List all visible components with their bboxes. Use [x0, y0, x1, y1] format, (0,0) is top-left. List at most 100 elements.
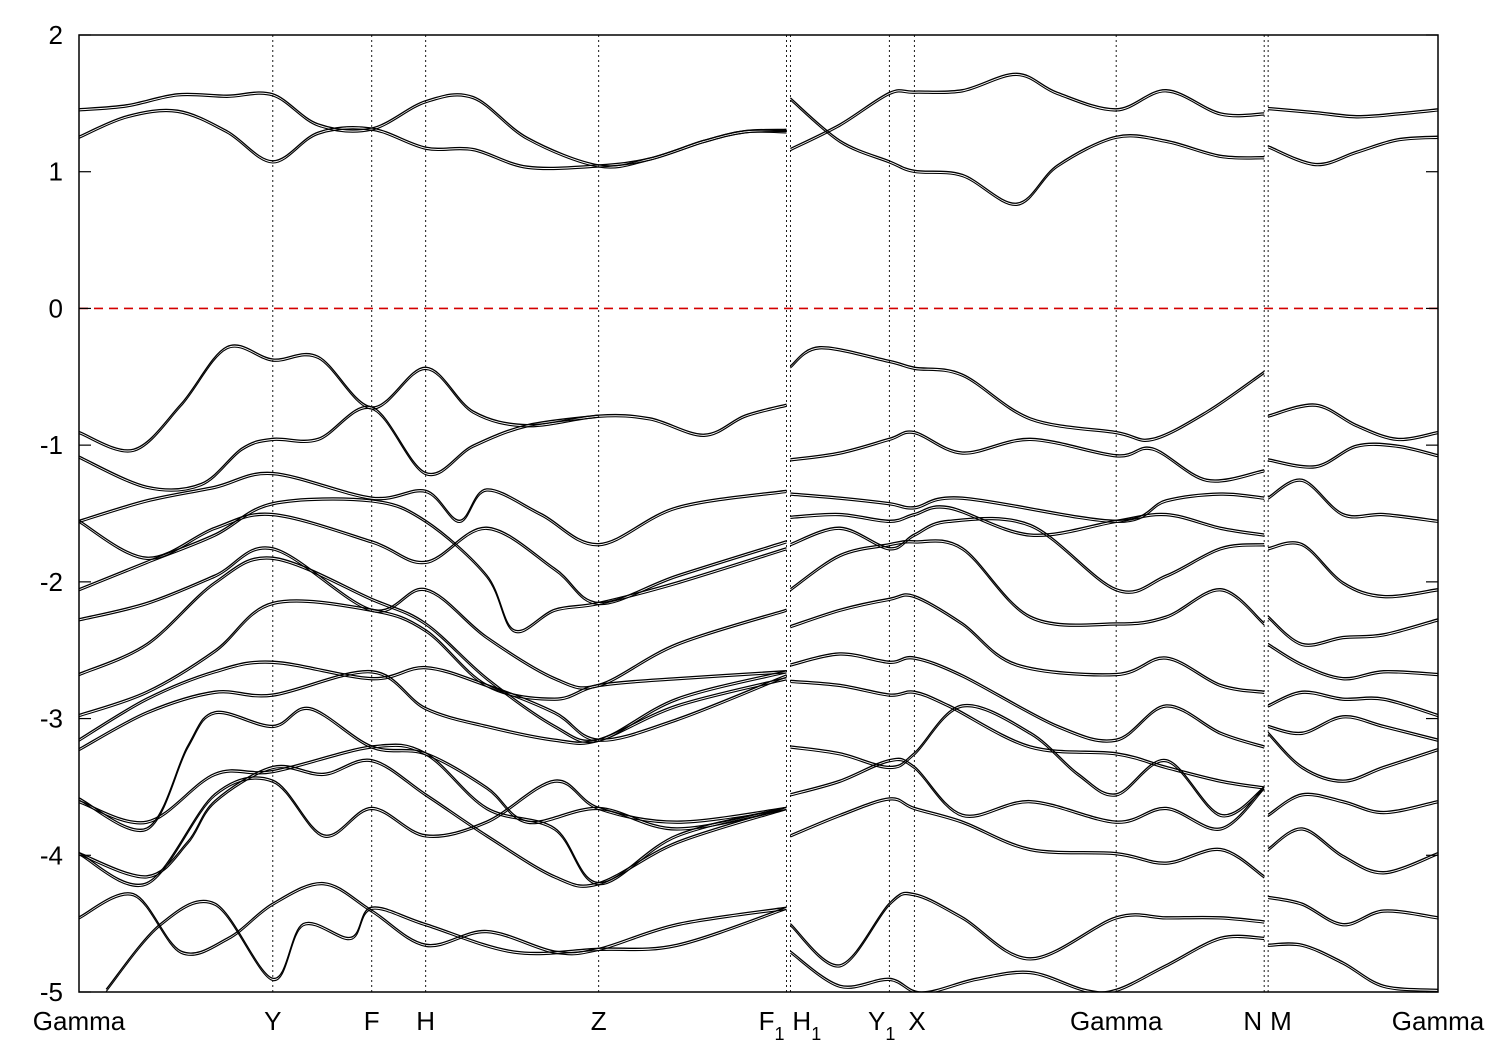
band-line-split [1268, 109, 1438, 119]
y-tick-label: 0 [49, 293, 63, 323]
band-line [790, 505, 1265, 535]
band-line-split [790, 519, 1265, 594]
band-line-split [79, 407, 599, 492]
band-series-layer [79, 72, 1438, 992]
band-line [790, 797, 1265, 877]
band-line [1267, 731, 1438, 781]
band-line-split [79, 884, 787, 956]
band-line-split [790, 654, 1265, 749]
band-line-split [790, 759, 1265, 831]
band-line [79, 471, 787, 545]
x-tick-layer: Gamma Y F H Z F1 H1 Y1 X Gamma N M Gamma [33, 1006, 1485, 1044]
band-line-split [79, 709, 787, 833]
band-line-split [79, 111, 787, 171]
plot-frame [78, 34, 1439, 993]
band-line [79, 881, 787, 954]
band-line-split [1268, 444, 1438, 469]
band-line-split [79, 548, 787, 690]
y-tick-label: -5 [40, 977, 63, 1007]
band-line-split [1267, 617, 1438, 647]
band-line [1267, 690, 1438, 716]
band-line [1267, 827, 1438, 873]
y-tick-label: -1 [40, 430, 63, 460]
band-line [1267, 642, 1438, 679]
band-line-split [79, 474, 787, 547]
band-line [790, 72, 1265, 150]
band-line [79, 405, 599, 490]
band-line-split [1267, 480, 1438, 524]
band-line [1267, 403, 1438, 440]
band-line [1268, 942, 1438, 990]
band-line [790, 492, 1265, 521]
band-line [1267, 478, 1438, 521]
band-line-split [790, 74, 1265, 152]
x-tick-label: Gamma [1070, 1006, 1163, 1036]
x-tick-label: Gamma [1392, 1006, 1485, 1036]
band-line [1267, 615, 1438, 645]
band-line-split [79, 662, 787, 742]
band-line [790, 934, 1265, 992]
band-line [79, 512, 787, 604]
band-line [789, 97, 1265, 204]
band-line [1267, 442, 1438, 467]
band-line-split [79, 499, 787, 634]
band-line [1267, 715, 1438, 740]
band-line [79, 108, 787, 169]
band-line-split [790, 595, 1265, 694]
band-line [1267, 135, 1438, 165]
band-line-split [79, 346, 787, 453]
band-line [1268, 106, 1438, 117]
band-line-split [790, 799, 1265, 879]
band-line-split [790, 706, 1265, 818]
y-tick-label: 1 [49, 157, 63, 187]
band-line [790, 593, 1265, 692]
band-line [1267, 792, 1438, 815]
x-tick-label: Y [264, 1006, 281, 1036]
band-line-split [790, 348, 1265, 442]
band-line-split [1267, 137, 1438, 167]
band-line-split [1267, 717, 1438, 742]
band-line-split [79, 778, 787, 888]
band-line-split [790, 99, 1265, 206]
band-line-split [79, 601, 787, 718]
band-line [79, 706, 787, 830]
x-tick-label: F1 [759, 1006, 785, 1044]
y-tick-label: 2 [49, 20, 63, 50]
band-line [79, 669, 787, 750]
band-line [79, 743, 787, 884]
y-tick-label: -4 [40, 840, 63, 870]
band-line [79, 776, 787, 885]
band-line [790, 516, 1265, 592]
band-line [79, 556, 787, 741]
y-tick-label: -2 [40, 567, 63, 597]
x-tick-label: X [908, 1006, 925, 1036]
axis-layer [78, 34, 1439, 993]
band-line-split [790, 507, 1265, 538]
band-line-split [1267, 645, 1438, 681]
band-line [1267, 895, 1438, 925]
x-tick-label: N [1243, 1006, 1262, 1036]
band-line-split [790, 432, 1265, 483]
band-line-split [790, 541, 1265, 627]
x-tick-label: F [364, 1006, 380, 1036]
band-line [105, 899, 787, 990]
band-line-split [79, 514, 787, 606]
y-tick-label: -3 [40, 704, 63, 734]
band-line-split [1267, 897, 1438, 927]
band-line-split [1267, 405, 1438, 442]
band-line [790, 430, 1265, 481]
band-line [790, 679, 1265, 788]
x-tick-label: Z [591, 1006, 607, 1036]
band-line [79, 344, 787, 451]
band-line-split [790, 936, 1265, 992]
band-line [79, 660, 787, 740]
band-line [789, 346, 1265, 440]
band-line-split [79, 760, 787, 888]
band-line-split [1267, 692, 1438, 718]
band-line-split [1267, 794, 1438, 817]
band-line-split [79, 93, 787, 169]
band-line [79, 91, 787, 167]
band-line [790, 703, 1265, 816]
x-tick-label: Y1 [868, 1006, 895, 1044]
